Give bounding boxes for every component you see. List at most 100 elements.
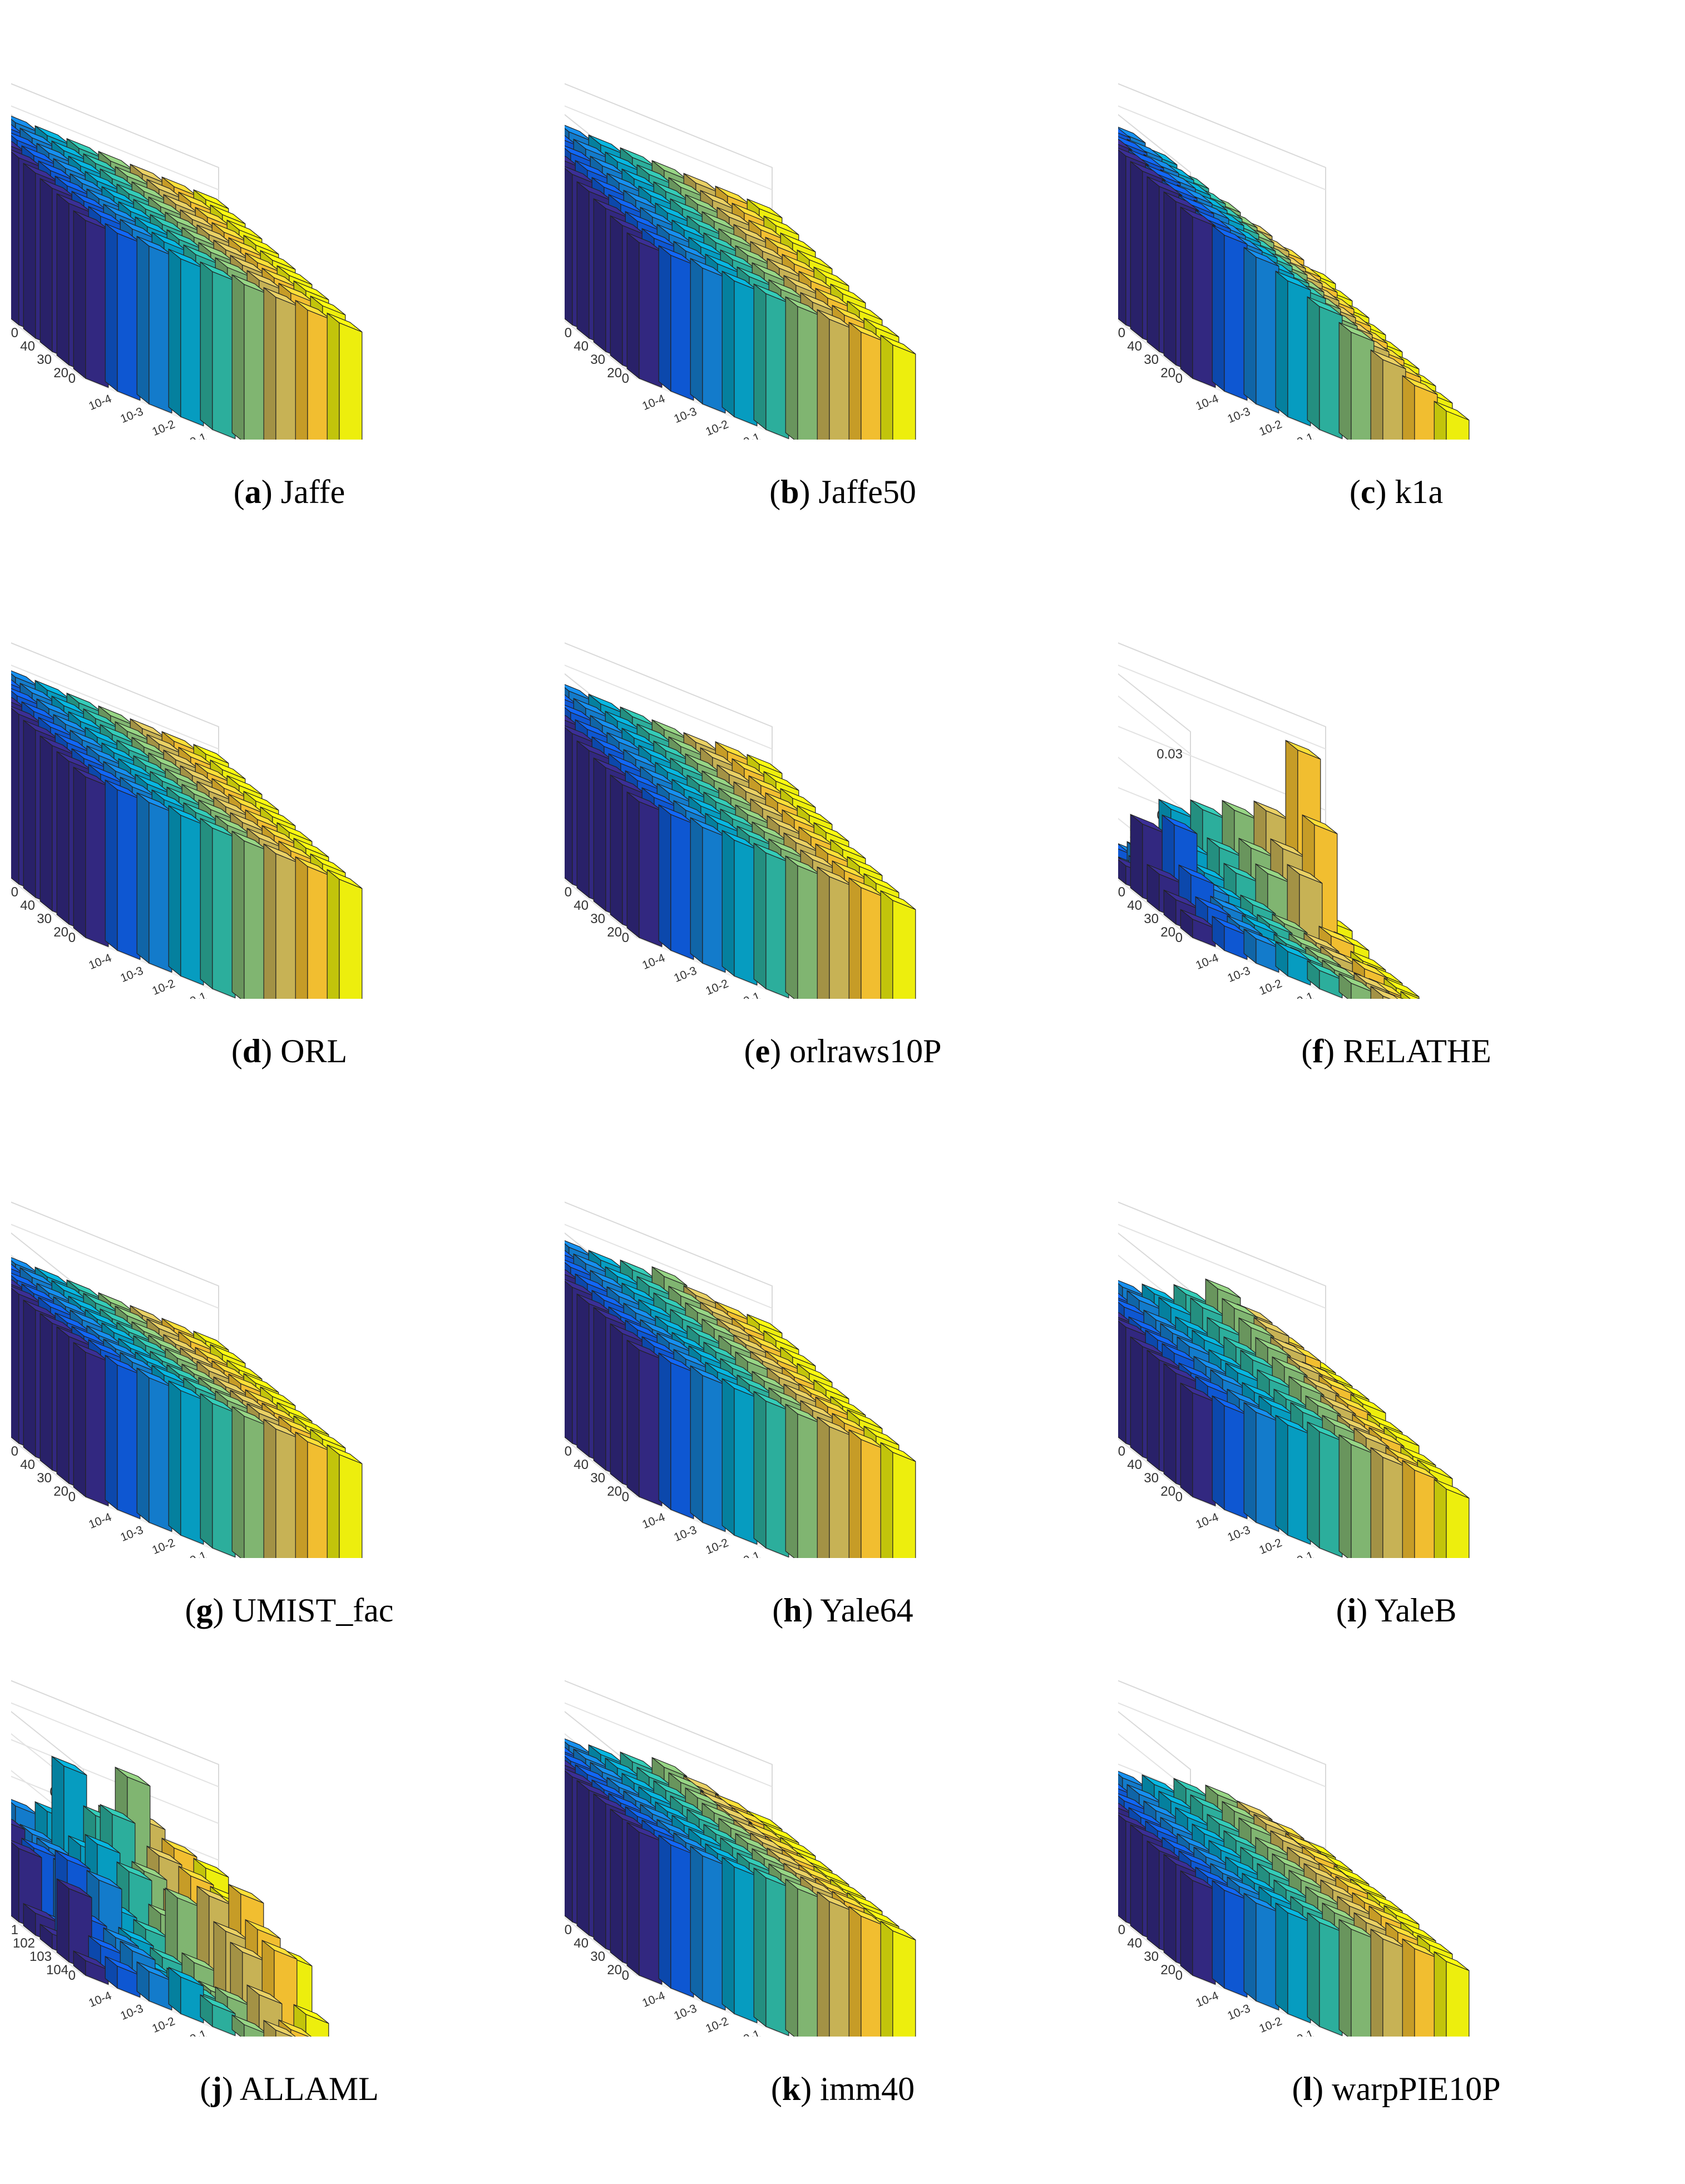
gridline <box>636 1496 790 1558</box>
y-tick-label: 50 <box>11 326 18 341</box>
y-tick-label: 30 <box>37 911 52 926</box>
bar <box>1400 990 1421 999</box>
bar <box>722 1856 758 2024</box>
caption-letter: b <box>780 474 799 510</box>
bar <box>136 1961 172 2011</box>
bar <box>817 1891 853 2037</box>
bar <box>168 1380 204 1545</box>
x-tick-label: 10-2 <box>150 418 177 438</box>
bar <box>1307 1421 1343 1558</box>
caption: (b) Jaffe50 <box>769 474 916 510</box>
bar3d-chart-umist-fac: 00.20.40.60.8NMI100908070605040302010-41… <box>11 1152 567 1558</box>
x-tick-label: 10-4 <box>640 952 667 972</box>
bar <box>295 1431 331 1558</box>
chart-svg: 00.10.20.3NMI100908070605040302010-410-3… <box>1118 1201 1470 1558</box>
y-tick-label: 20 <box>53 925 68 940</box>
y-tick-label: 20 <box>607 925 622 940</box>
bar <box>295 299 331 440</box>
bar <box>880 334 916 440</box>
x-tick-label: 10-2 <box>1257 977 1284 998</box>
chart-svg: 00.51NMI100908070605040302010-410-310-21… <box>11 83 363 440</box>
x-tick-label: 10-2 <box>704 2015 730 2035</box>
bars <box>11 1257 363 1558</box>
bar <box>848 877 884 999</box>
bar <box>1243 928 1279 973</box>
y-tick-label: 30 <box>590 352 605 367</box>
caption-letter: k <box>782 2070 801 2107</box>
bar <box>1243 246 1279 414</box>
bar <box>105 1955 141 1998</box>
caption-letter: c <box>1360 474 1376 510</box>
x-tick-label: 10-2 <box>704 1536 730 1557</box>
y-tick-label: 30 <box>590 1471 605 1486</box>
bars <box>1118 126 1470 440</box>
caption-name: orlraws10P <box>789 1033 942 1069</box>
bar <box>658 1834 694 1998</box>
caption: (k) imm40 <box>770 2070 915 2107</box>
bar <box>753 842 789 999</box>
bar <box>1370 1928 1406 2037</box>
bar <box>658 245 694 401</box>
y-tick-label: 104 <box>46 1963 68 1978</box>
caption-letter: f <box>1312 1033 1324 1069</box>
bar <box>1338 973 1375 999</box>
bars <box>11 670 363 999</box>
bar <box>690 1365 726 1532</box>
bar <box>753 1391 789 1558</box>
x-tick-label: 10-3 <box>672 405 699 426</box>
x-tick-label: 10-1 <box>182 431 209 440</box>
bar <box>1275 941 1311 986</box>
bar <box>626 232 663 388</box>
bar <box>200 1994 236 2037</box>
bar <box>293 2004 329 2037</box>
x-tick-label: 10-1 <box>735 2028 762 2037</box>
x-tick-label: 10-3 <box>118 1524 145 1544</box>
bar <box>722 270 758 427</box>
bar <box>327 869 363 999</box>
bar <box>880 1920 916 2037</box>
y-tick-label: 40 <box>1127 1457 1142 1472</box>
bar <box>73 766 109 948</box>
bar <box>848 322 884 440</box>
x-tick-label: 10-2 <box>150 2015 177 2035</box>
y-tick-label: 50 <box>565 1922 572 1938</box>
y-tick-label: 103 <box>29 1949 52 1964</box>
bars <box>1118 739 1421 999</box>
panel-warppie10p: 00.20.40.6NMI100908070605040302010-410-3… <box>1118 1630 1674 2153</box>
x-tick-label: 10-2 <box>1257 2015 1284 2035</box>
bar <box>200 261 236 440</box>
bar <box>1402 1460 1438 1558</box>
bar <box>231 274 268 440</box>
y-tick-label: 20 <box>53 366 68 381</box>
bar <box>1243 1402 1279 1532</box>
bar <box>263 2019 296 2037</box>
caption-letter: g <box>196 1592 213 1629</box>
caption: (c) k1a <box>1349 474 1444 510</box>
x-tick-label: 10-2 <box>1257 1536 1284 1557</box>
y-tick-label: 30 <box>1144 1471 1159 1486</box>
bar <box>1370 1447 1406 1558</box>
x-tick-label: 10-1 <box>182 1549 209 1558</box>
y-tick-label: 50 <box>1118 885 1125 900</box>
bar <box>105 779 141 960</box>
bar <box>1370 349 1406 440</box>
y-tick-label: 40 <box>574 898 589 913</box>
bar3d-chart-allaml: 00.050.10.150.20.25NMI(%)10-410-310-210-… <box>11 1630 567 2037</box>
chart-svg: 050100NMI100908070605040302010-410-310-2… <box>1118 83 1470 440</box>
bar <box>136 235 172 414</box>
bar <box>626 1821 663 1985</box>
y-tick-label: 50 <box>1118 1444 1125 1459</box>
bar <box>785 296 821 440</box>
bar3d-chart-yaleb: 00.10.20.3NMI100908070605040302010-410-3… <box>1118 1152 1674 1558</box>
gridline <box>636 937 790 999</box>
bar <box>753 1867 789 2037</box>
y-tick-label: 50 <box>565 885 572 900</box>
z-tick-label: 0 <box>622 371 629 386</box>
x-tick-label: 10-3 <box>672 1524 699 1544</box>
bar <box>168 805 204 986</box>
bar <box>168 1966 204 2024</box>
bar <box>136 1367 172 1532</box>
bars <box>11 1756 329 2037</box>
bar <box>1402 1938 1438 2037</box>
gridline <box>1190 1496 1344 1558</box>
